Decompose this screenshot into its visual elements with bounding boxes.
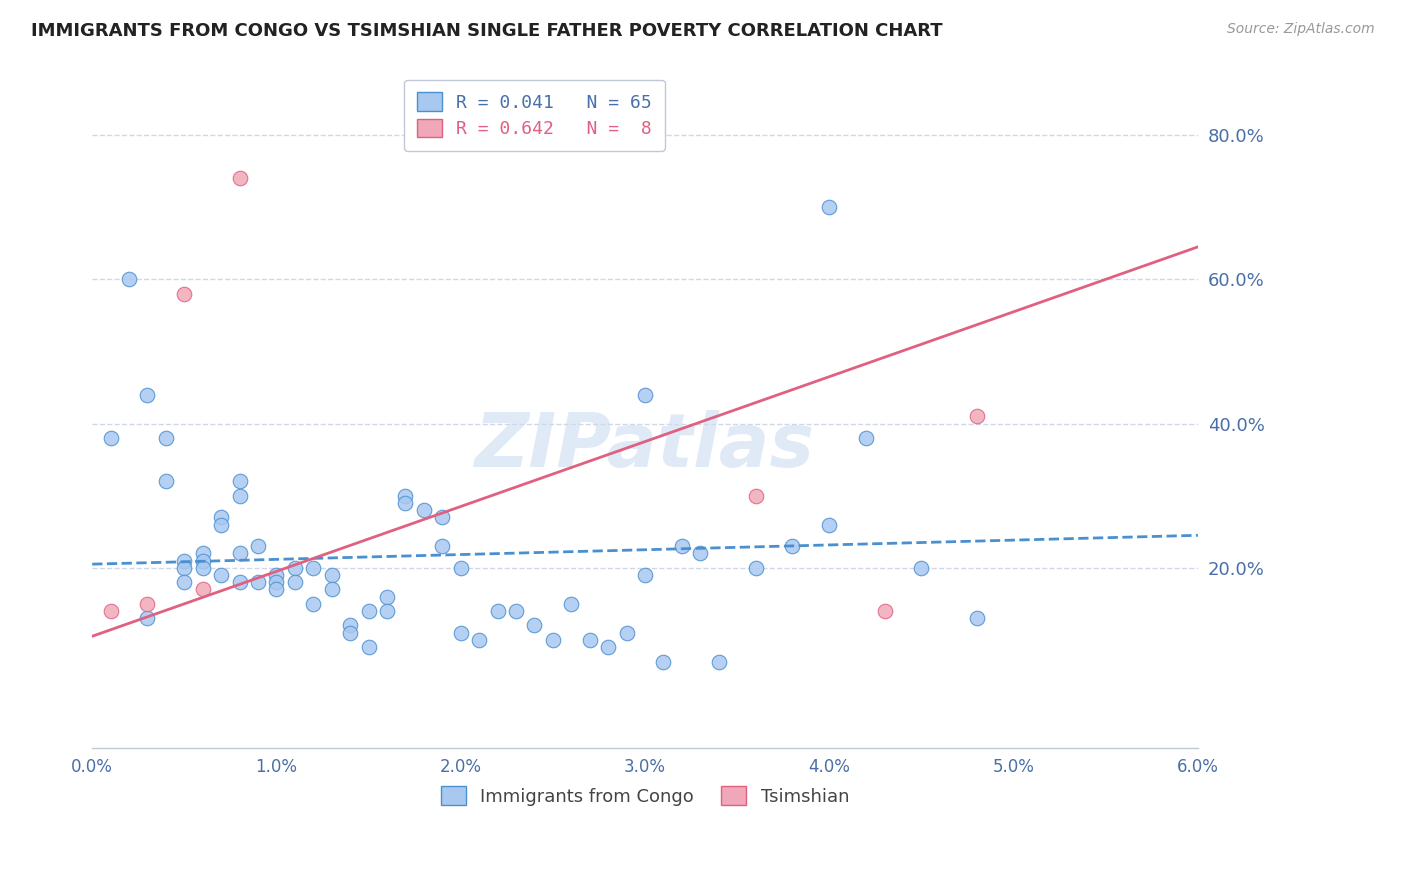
Point (321, 582, 343, 597)
Point (818, 517, 841, 532)
Text: Source: ZipAtlas.com: Source: ZipAtlas.com (1227, 22, 1375, 37)
Point (228, 475, 250, 489)
Point (486, 604, 509, 618)
Point (966, 409, 988, 424)
Point (228, 575, 250, 590)
Point (228, 489, 250, 503)
Point (173, 575, 195, 590)
Point (541, 632, 564, 647)
Point (191, 553, 214, 567)
Point (228, 546, 250, 560)
Point (855, 431, 877, 445)
Point (616, 625, 638, 640)
Point (634, 568, 657, 582)
Point (412, 503, 434, 517)
Point (321, 568, 343, 582)
Point (118, 272, 141, 286)
Point (100, 604, 122, 618)
Point (432, 539, 454, 553)
Point (652, 655, 675, 669)
Point (966, 611, 988, 625)
Legend: Immigrants from Congo, Tsimshian: Immigrants from Congo, Tsimshian (433, 779, 856, 813)
Point (284, 561, 307, 575)
Point (707, 655, 730, 669)
Point (191, 561, 214, 575)
Point (339, 618, 361, 632)
Point (375, 604, 398, 618)
Point (450, 625, 472, 640)
Point (671, 539, 693, 553)
Point (247, 539, 270, 553)
Point (173, 553, 195, 567)
Point (209, 510, 232, 524)
Point (634, 388, 657, 402)
Point (302, 597, 325, 611)
Point (339, 625, 361, 640)
Point (191, 546, 214, 560)
Text: ZIPatlas: ZIPatlas (475, 409, 815, 483)
Point (191, 582, 214, 597)
Point (228, 171, 250, 186)
Point (782, 539, 804, 553)
Point (505, 604, 527, 618)
Point (744, 489, 766, 503)
Point (468, 632, 491, 647)
Point (375, 590, 398, 604)
Point (910, 561, 932, 575)
Point (523, 618, 546, 632)
Point (357, 640, 380, 654)
Point (560, 597, 582, 611)
Point (578, 632, 600, 647)
Point (302, 561, 325, 575)
Point (818, 200, 841, 214)
Point (266, 575, 288, 590)
Point (450, 561, 472, 575)
Point (266, 582, 288, 597)
Point (173, 561, 195, 575)
Point (100, 431, 122, 445)
Point (209, 568, 232, 582)
Point (598, 640, 620, 654)
Point (744, 561, 766, 575)
Point (247, 575, 270, 590)
Point (284, 575, 307, 590)
Point (432, 510, 454, 524)
Point (873, 604, 896, 618)
Point (155, 431, 177, 445)
Point (266, 568, 288, 582)
Point (136, 597, 159, 611)
Point (394, 496, 416, 510)
Point (357, 604, 380, 618)
Point (136, 388, 159, 402)
Point (155, 475, 177, 489)
Point (394, 489, 416, 503)
Point (209, 517, 232, 532)
Point (689, 546, 711, 560)
Text: IMMIGRANTS FROM CONGO VS TSIMSHIAN SINGLE FATHER POVERTY CORRELATION CHART: IMMIGRANTS FROM CONGO VS TSIMSHIAN SINGL… (31, 22, 942, 40)
Point (136, 611, 159, 625)
Point (173, 286, 195, 301)
